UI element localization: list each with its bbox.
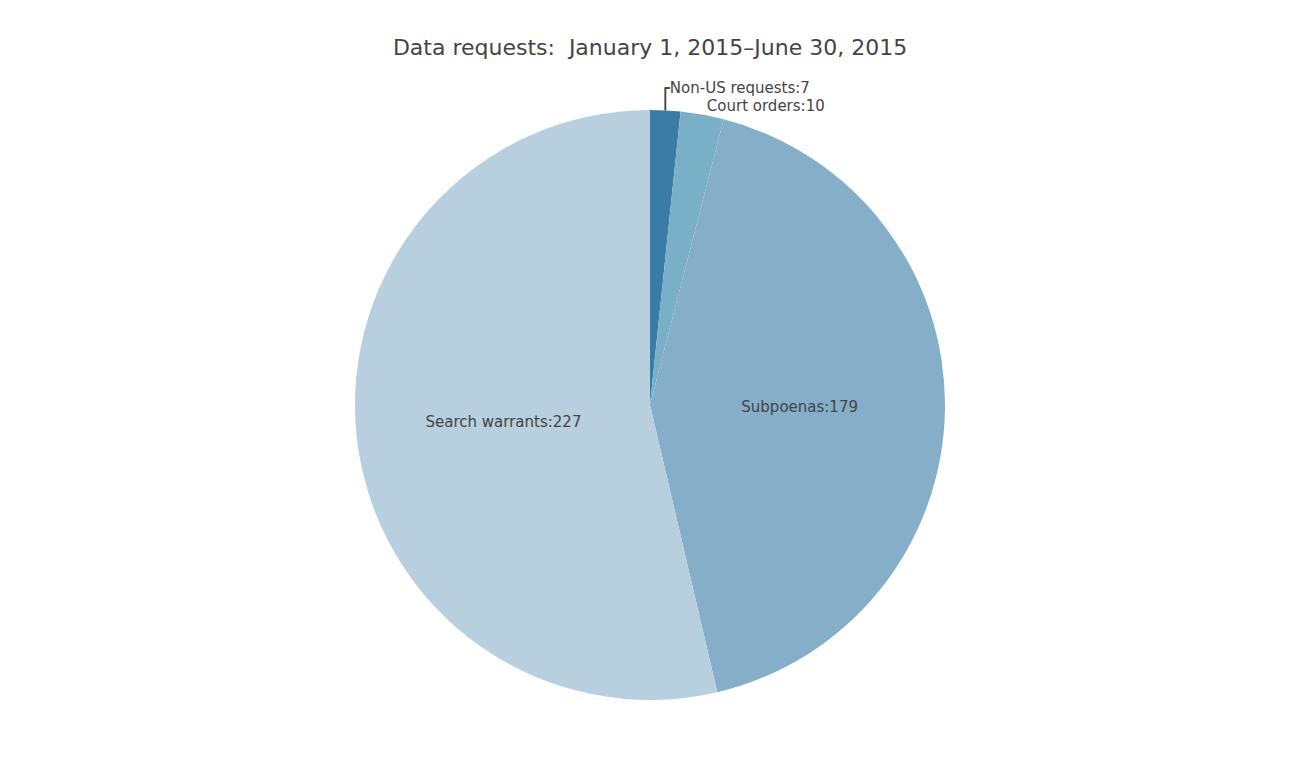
- svg-text:Non-US requests:7: Non-US requests:7: [670, 79, 810, 97]
- svg-text:Subpoenas:179: Subpoenas:179: [741, 398, 858, 416]
- svg-text:Data requests: January 1, 201: Data requests: January 1, 2015–June 30, …: [393, 35, 907, 60]
- svg-text:Search warrants:227: Search warrants:227: [426, 413, 582, 431]
- svg-text:Court orders:10: Court orders:10: [707, 97, 825, 115]
